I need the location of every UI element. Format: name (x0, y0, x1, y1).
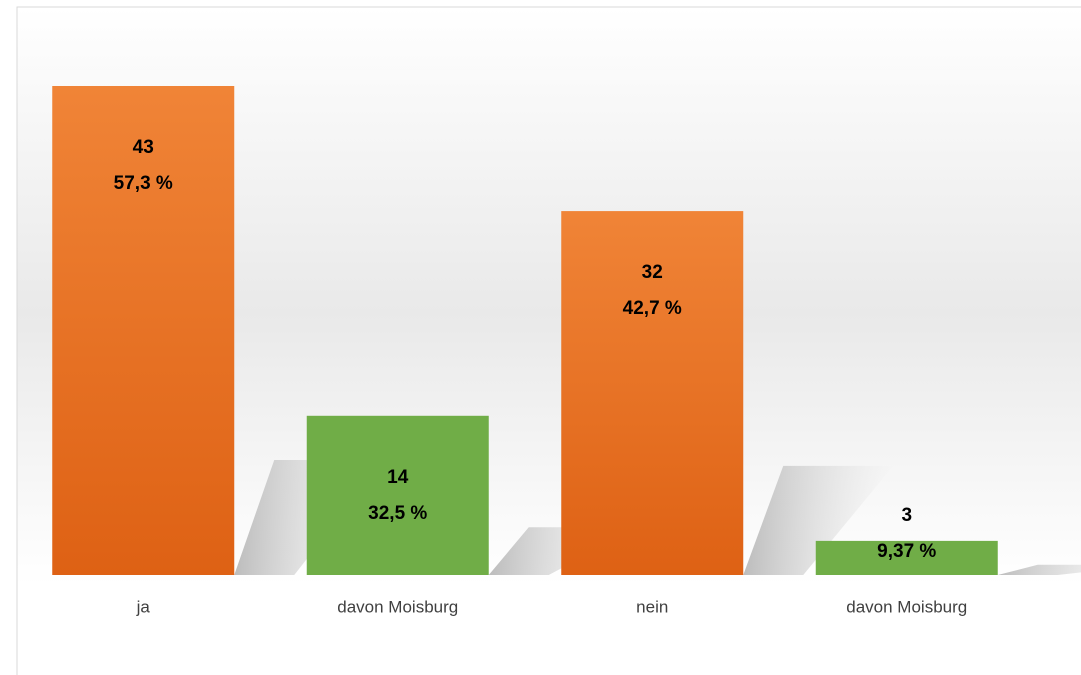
x-tick-label: davon Moisburg (846, 597, 967, 616)
bar (815, 540, 998, 575)
bar-shadow (743, 465, 894, 575)
percentage-label: 57,3 % (114, 173, 173, 194)
x-tick-label: ja (136, 597, 151, 616)
value-label: 3 (901, 505, 912, 526)
value-label: 43 (133, 137, 154, 158)
value-label: 32 (642, 262, 663, 283)
percentage-label: 9,37 % (877, 541, 936, 562)
x-tick-label: nein (636, 597, 668, 616)
x-tick-label: davon Moisburg (337, 597, 458, 616)
value-label: 14 (387, 467, 409, 488)
bar (52, 86, 235, 575)
bar (306, 415, 489, 575)
percentage-label: 42,7 % (623, 298, 682, 319)
bar-shadow (997, 564, 1081, 575)
percentage-label: 32,5 % (368, 503, 427, 524)
bar (561, 211, 744, 575)
